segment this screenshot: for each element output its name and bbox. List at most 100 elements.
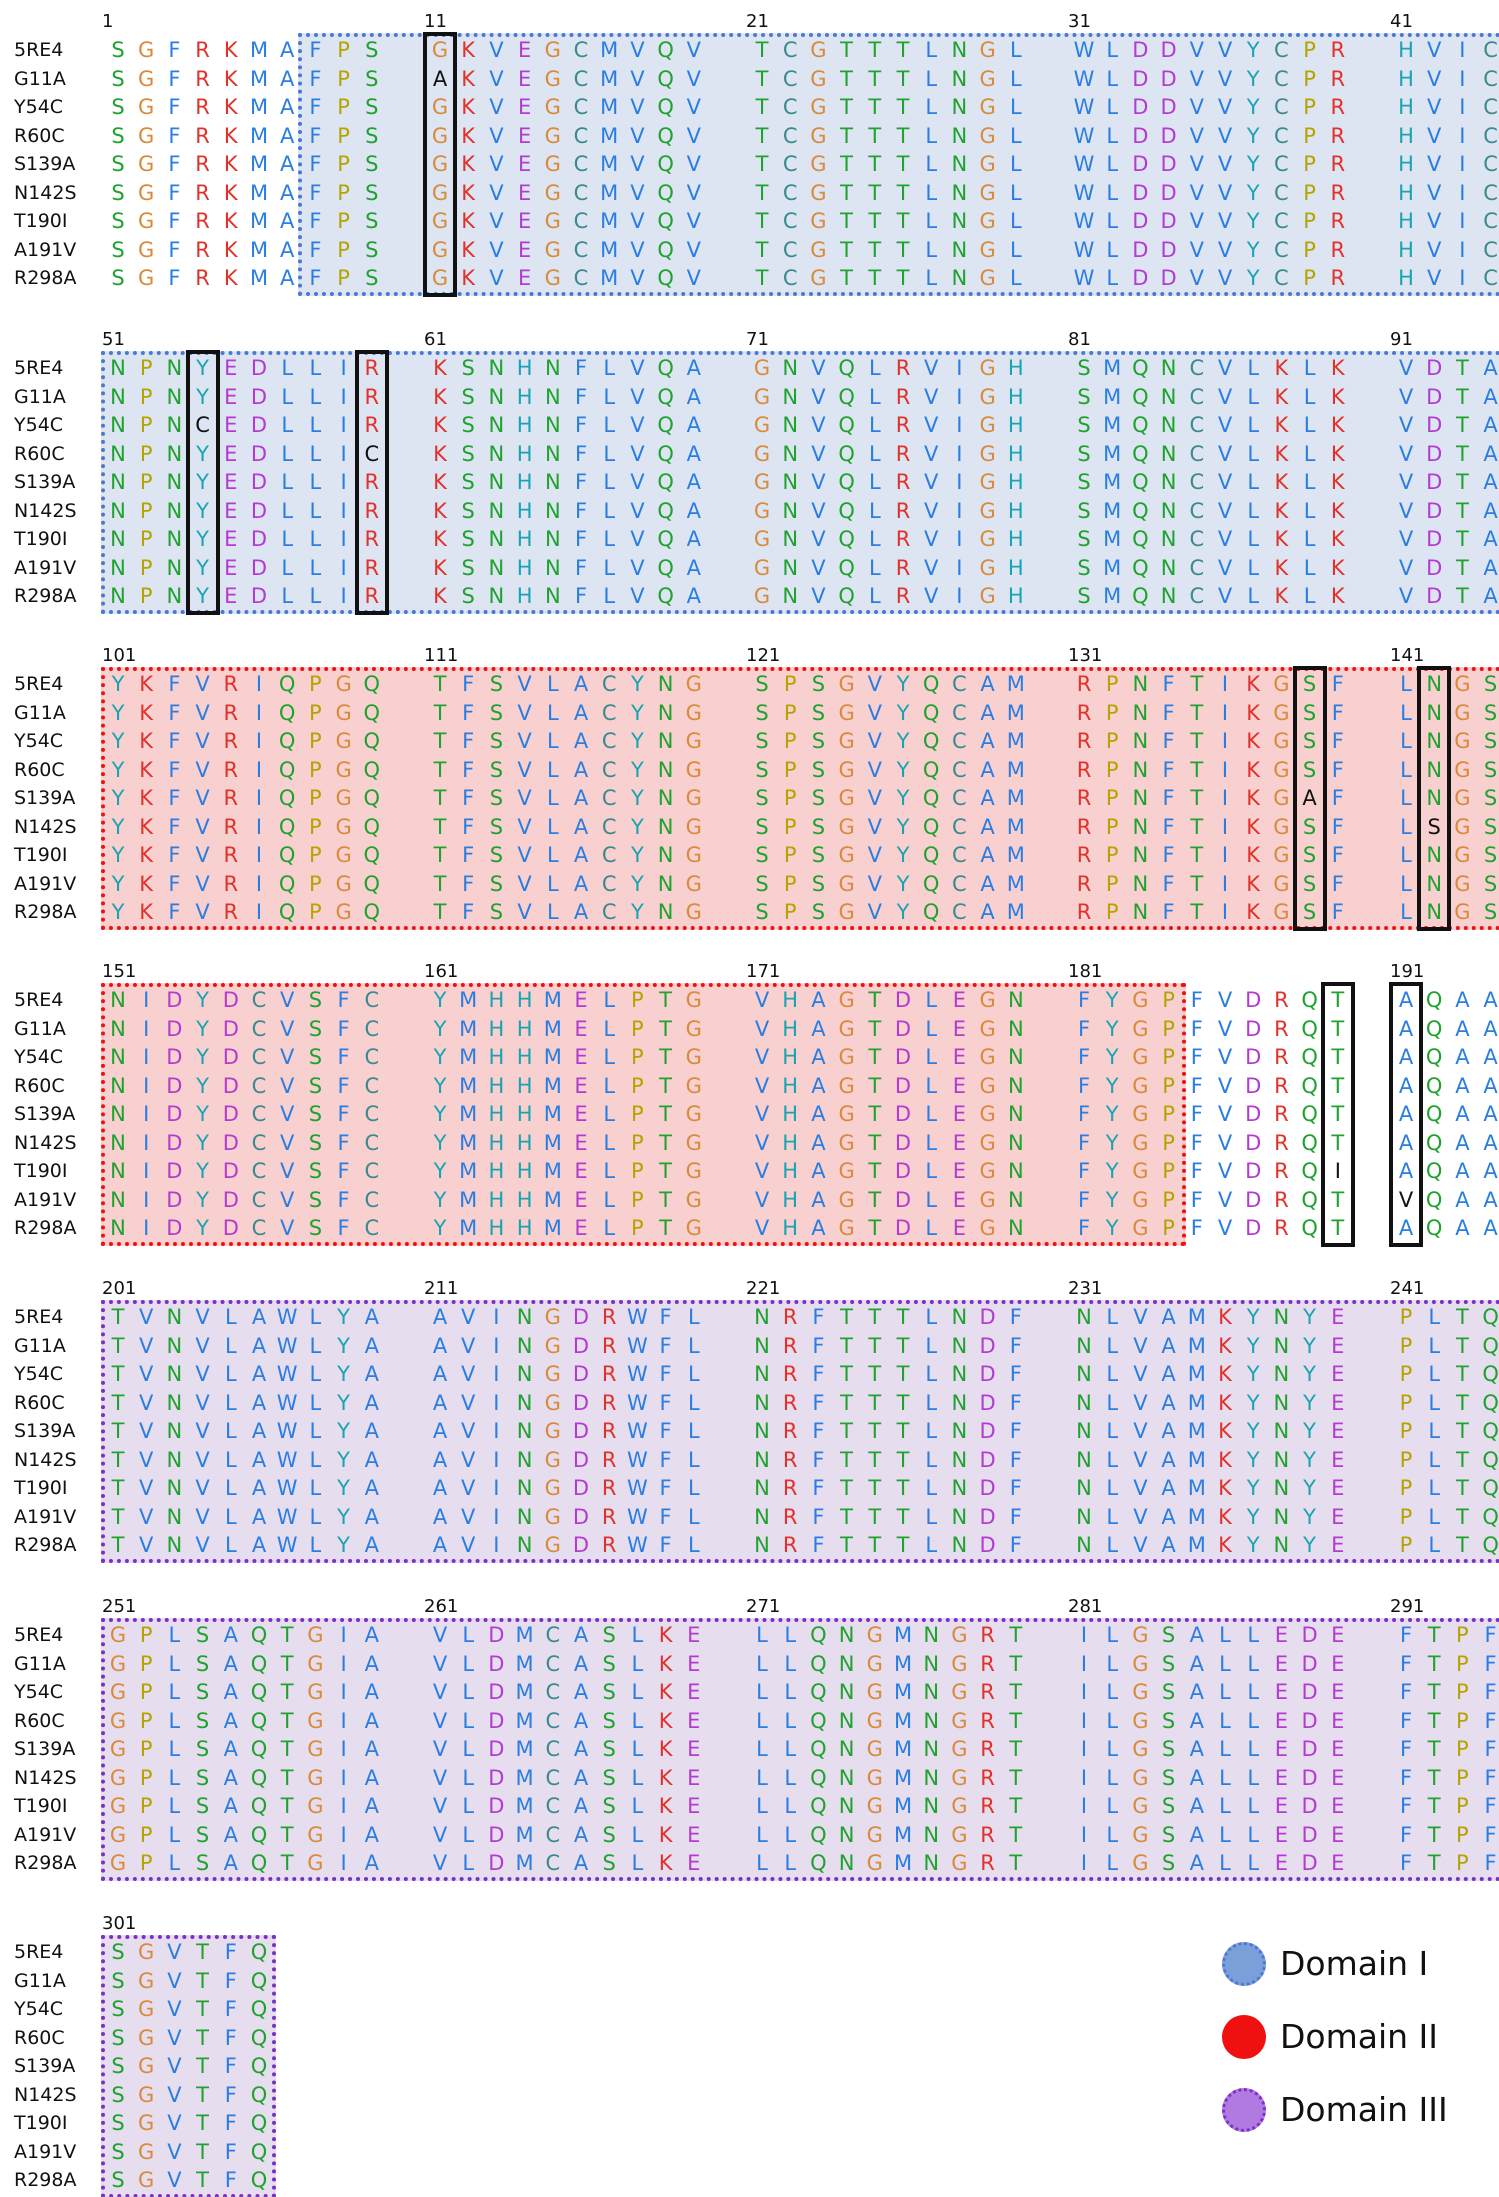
residue: S — [461, 413, 475, 437]
residue: Q — [250, 1765, 268, 1790]
residue: C — [1274, 66, 1289, 91]
residue: R — [1274, 1216, 1289, 1240]
residue: F — [1077, 1187, 1091, 1212]
residue: I — [340, 1737, 347, 1761]
residue: G — [979, 1102, 996, 1126]
residue: D — [488, 1623, 505, 1647]
residue: G — [1132, 1822, 1149, 1847]
residue: P — [1303, 123, 1316, 148]
residue: A — [573, 729, 589, 753]
residue: I — [956, 356, 963, 380]
residue: C — [545, 1708, 561, 1733]
residue: F — [309, 180, 322, 205]
residue: M — [515, 1680, 534, 1704]
residue: F — [1077, 1016, 1091, 1041]
residue: Y — [1246, 237, 1260, 262]
residue: Y — [1105, 1045, 1119, 1069]
residue: S — [1161, 1680, 1176, 1704]
residue: F — [812, 1447, 825, 1472]
residue: D — [1426, 413, 1443, 437]
residue: I — [493, 1533, 500, 1557]
residue: C — [251, 1159, 267, 1183]
residue: A — [1483, 356, 1498, 380]
residue: Q — [838, 413, 855, 437]
residue: G — [838, 700, 855, 725]
residue: F — [309, 123, 322, 148]
residue: Q — [250, 1651, 268, 1676]
residue: V — [517, 672, 532, 696]
residue: V — [1427, 180, 1442, 205]
residue: D — [1245, 988, 1262, 1012]
residue: T — [896, 180, 910, 205]
residue: S — [308, 1130, 323, 1155]
residue: P — [1162, 1159, 1175, 1183]
residue: D — [979, 1305, 996, 1329]
residue: L — [462, 1765, 475, 1790]
residue: F — [337, 988, 350, 1012]
residue: Q — [657, 470, 674, 494]
residue: C — [1189, 555, 1205, 580]
residue: V — [167, 1968, 182, 1993]
residue: G — [1454, 700, 1471, 725]
residue: H — [516, 1159, 533, 1183]
residue: K — [1330, 356, 1345, 380]
residue: A — [432, 1419, 448, 1443]
residue: D — [1160, 38, 1177, 62]
residue: N — [1273, 1447, 1290, 1472]
residue: V — [867, 729, 882, 753]
residue: S — [811, 729, 826, 753]
residue: M — [543, 1130, 562, 1155]
residue: L — [631, 1737, 644, 1761]
residue: F — [1162, 700, 1175, 725]
residue: A — [811, 1016, 826, 1041]
residue: V — [630, 123, 645, 148]
residue: L — [1247, 498, 1260, 523]
residue: C — [601, 871, 617, 896]
residue: T — [896, 1447, 910, 1472]
residue: V — [489, 38, 504, 62]
residue: T — [280, 1822, 294, 1847]
residue: L — [1247, 1765, 1260, 1790]
residue: F — [574, 384, 588, 409]
residue: M — [1187, 1390, 1206, 1415]
residue: M — [515, 1822, 534, 1847]
residue: L — [1106, 1362, 1119, 1386]
residue: A — [1398, 1216, 1414, 1240]
residue: Q — [278, 672, 296, 696]
residue: D — [572, 1390, 590, 1415]
residue: L — [603, 1073, 616, 1098]
residue: H — [516, 1016, 533, 1041]
residue: T — [659, 1073, 672, 1098]
residue: L — [868, 413, 881, 437]
residue: M — [459, 1016, 478, 1041]
residue: M — [543, 1216, 562, 1240]
residue: A — [1483, 498, 1498, 523]
residue: T — [280, 1765, 294, 1790]
residue: V — [811, 441, 826, 466]
residue: K — [223, 180, 238, 205]
residue: G — [109, 1851, 127, 1875]
residue: K — [1218, 1333, 1232, 1358]
residue: V — [432, 1822, 448, 1847]
residue: L — [462, 1737, 475, 1761]
residue: T — [755, 66, 769, 91]
residue: K — [433, 584, 447, 608]
residue: W — [627, 1504, 648, 1529]
residue: L — [1106, 1447, 1119, 1472]
residue: C — [952, 814, 967, 839]
residue: Q — [838, 527, 855, 551]
residue: K — [1218, 1419, 1232, 1443]
sequence-name: Y54C — [14, 1681, 64, 1703]
residue: G — [1132, 1765, 1149, 1790]
residue: N — [110, 470, 126, 494]
residue: G — [866, 1680, 883, 1704]
residue: M — [600, 266, 619, 290]
residue: V — [1217, 527, 1233, 551]
residue: A — [251, 1333, 267, 1358]
residue: V — [139, 1504, 154, 1529]
residue: W — [627, 1305, 648, 1329]
residue: Q — [922, 729, 940, 753]
residue: G — [138, 1997, 155, 2021]
residue: C — [1274, 123, 1289, 148]
residue: Q — [922, 871, 940, 896]
